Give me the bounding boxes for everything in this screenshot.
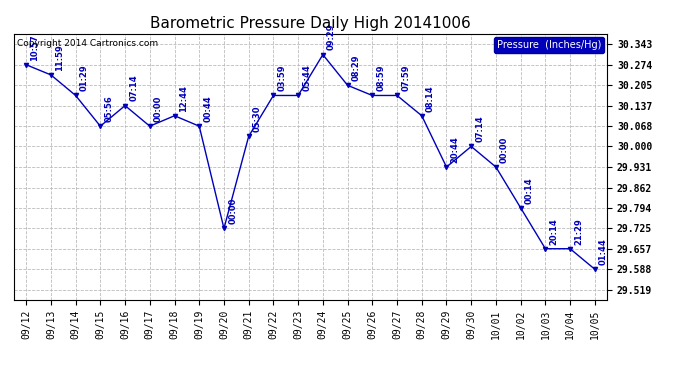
Text: 08:59: 08:59	[377, 65, 386, 91]
Text: 07:14: 07:14	[129, 75, 138, 102]
Text: 05:44: 05:44	[302, 64, 311, 91]
Text: 00:00: 00:00	[500, 136, 509, 163]
Text: 07:14: 07:14	[475, 116, 484, 142]
Title: Barometric Pressure Daily High 20141006: Barometric Pressure Daily High 20141006	[150, 16, 471, 31]
Text: 01:44: 01:44	[599, 238, 608, 265]
Text: 00:44: 00:44	[204, 95, 213, 122]
Text: 10:57: 10:57	[30, 34, 39, 61]
Text: 05:30: 05:30	[253, 106, 262, 132]
Text: 01:29: 01:29	[80, 64, 89, 91]
Text: Copyright 2014 Cartronics.com: Copyright 2014 Cartronics.com	[17, 39, 158, 48]
Text: 05:56: 05:56	[104, 95, 113, 122]
Text: 08:29: 08:29	[352, 55, 361, 81]
Text: 09:29: 09:29	[327, 24, 336, 51]
Text: 20:44: 20:44	[451, 136, 460, 163]
Text: 11:59: 11:59	[55, 44, 64, 71]
Legend: Pressure  (Inches/Hg): Pressure (Inches/Hg)	[494, 37, 604, 52]
Text: 08:14: 08:14	[426, 85, 435, 112]
Text: 07:59: 07:59	[401, 65, 410, 91]
Text: 20:14: 20:14	[549, 218, 558, 244]
Text: 12:44: 12:44	[179, 85, 188, 112]
Text: 00:14: 00:14	[525, 177, 534, 204]
Text: 00:00: 00:00	[154, 96, 163, 122]
Text: 03:59: 03:59	[277, 65, 286, 91]
Text: 00:00: 00:00	[228, 198, 237, 224]
Text: 21:29: 21:29	[574, 218, 583, 244]
